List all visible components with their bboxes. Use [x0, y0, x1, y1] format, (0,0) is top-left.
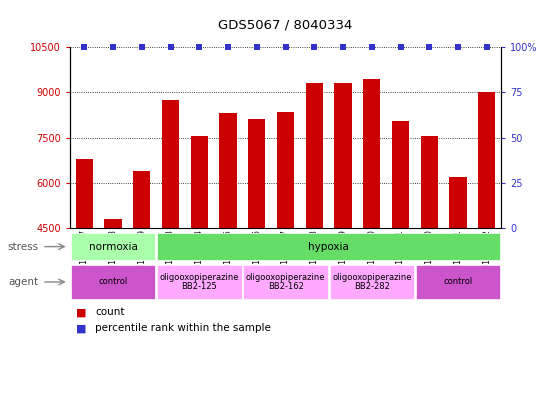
Text: ■: ■ — [76, 307, 86, 318]
Bar — [330, 265, 414, 299]
Text: oligooxopiperazine
BB2-162: oligooxopiperazine BB2-162 — [246, 273, 325, 291]
Bar — [363, 79, 380, 228]
Bar — [71, 265, 155, 299]
Bar — [162, 100, 179, 228]
Bar — [392, 121, 409, 228]
Text: stress: stress — [7, 242, 39, 252]
Bar — [220, 114, 237, 228]
Text: GDS5067 / 8040334: GDS5067 / 8040334 — [218, 18, 353, 31]
Bar — [157, 233, 500, 260]
Text: agent: agent — [8, 277, 39, 287]
Bar — [157, 265, 241, 299]
Text: percentile rank within the sample: percentile rank within the sample — [95, 323, 271, 333]
Text: control: control — [99, 277, 128, 286]
Bar — [105, 219, 122, 228]
Text: hypoxia: hypoxia — [309, 242, 349, 252]
Bar — [478, 92, 496, 228]
Bar — [306, 83, 323, 228]
Text: normoxia: normoxia — [88, 242, 138, 252]
Text: count: count — [95, 307, 125, 318]
Bar — [334, 83, 352, 228]
Bar — [277, 112, 294, 228]
Text: oligooxopiperazine
BB2-282: oligooxopiperazine BB2-282 — [332, 273, 412, 291]
Bar — [191, 136, 208, 228]
Bar — [71, 233, 155, 260]
Bar — [76, 159, 93, 228]
Bar — [133, 171, 151, 228]
Text: control: control — [444, 277, 473, 286]
Text: oligooxopiperazine
BB2-125: oligooxopiperazine BB2-125 — [160, 273, 239, 291]
Bar — [248, 119, 265, 228]
Bar — [450, 177, 466, 228]
Text: ■: ■ — [76, 323, 86, 333]
Bar — [244, 265, 328, 299]
Bar — [416, 265, 500, 299]
Bar — [421, 136, 438, 228]
